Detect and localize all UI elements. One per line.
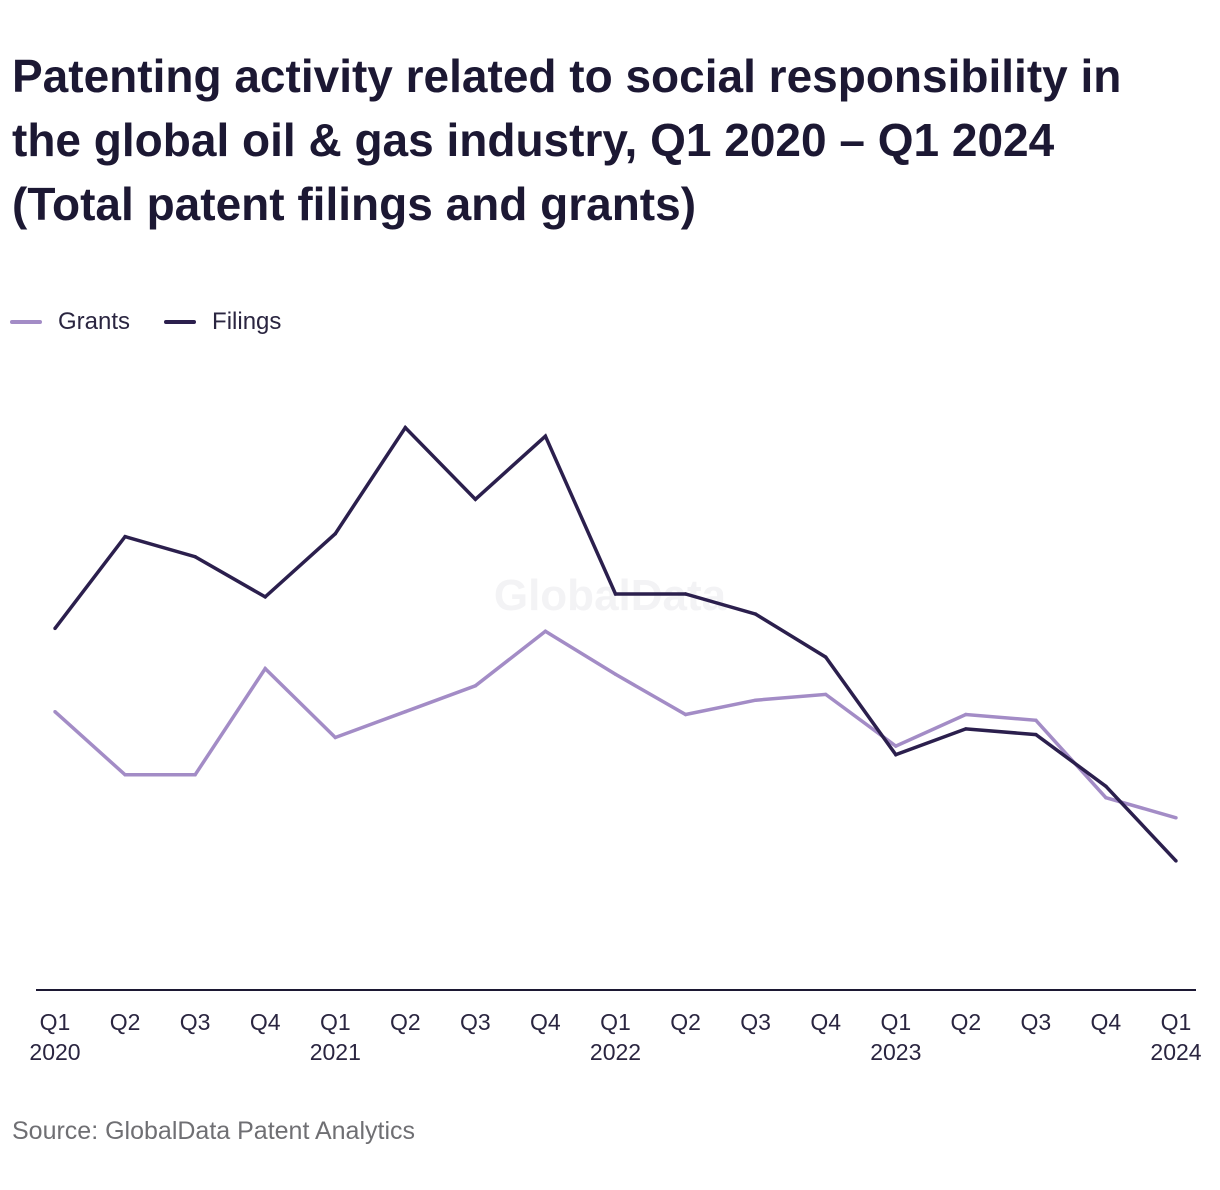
legend-item-grants: Grants [10, 308, 130, 336]
data-point-grants [263, 666, 267, 671]
x-tick-label-quarter: Q3 [460, 1009, 491, 1035]
data-point-grants [683, 712, 688, 717]
data-point-grants [613, 672, 618, 676]
series-layer [53, 424, 1178, 863]
x-tick-label-year: 2020 [29, 1039, 80, 1065]
title-line-1: Patenting activity related to social res… [12, 50, 1122, 102]
data-point-grants [193, 773, 197, 777]
x-tick-label-quarter: Q1 [600, 1009, 631, 1035]
data-point-filings [543, 434, 548, 438]
x-tick-label-year: 2021 [310, 1039, 361, 1065]
data-point-grants [753, 698, 758, 702]
data-point-grants [333, 735, 337, 740]
x-tick-label-quarter: Q3 [180, 1009, 211, 1035]
data-point-grants [403, 710, 407, 714]
data-point-filings [473, 497, 478, 501]
x-tick-label-year: 2022 [590, 1039, 641, 1065]
x-tick-label-quarter: Q1 [880, 1009, 911, 1035]
legend-swatch-grants [10, 320, 42, 324]
data-point-grants [53, 710, 57, 714]
data-point-filings [683, 592, 688, 596]
x-tick-label-quarter: Q4 [1091, 1009, 1122, 1035]
x-tick-label-quarter: Q4 [530, 1009, 561, 1035]
legend-label-grants: Grants [58, 308, 131, 335]
legend-item-filings: Filings [164, 308, 281, 336]
data-point-filings [753, 612, 758, 616]
x-tick-label-quarter: Q2 [390, 1009, 421, 1035]
x-tick-label-quarter: Q1 [1161, 1009, 1192, 1035]
legend-swatch-filings [164, 320, 197, 324]
chart-title: Patenting activity related to social res… [12, 44, 1202, 236]
x-tick-label-quarter: Q1 [40, 1009, 71, 1035]
title-line-2: the global oil & gas industry, Q1 2020 –… [12, 114, 1055, 166]
legend: Grants Filings [10, 306, 315, 338]
x-tick-label-year: 2024 [1150, 1039, 1201, 1065]
data-point-grants [894, 744, 898, 748]
x-tick-label-quarter: Q4 [250, 1009, 281, 1035]
title-line-3: (Total patent filings and grants) [12, 178, 697, 230]
data-point-grants [1034, 718, 1038, 722]
x-tick-label-quarter: Q3 [1021, 1009, 1052, 1035]
data-point-grants [543, 629, 548, 633]
x-tick-label-quarter: Q2 [110, 1009, 141, 1035]
data-point-grants [1104, 796, 1108, 800]
data-point-filings [403, 425, 407, 430]
data-point-grants [824, 692, 828, 697]
x-tick-label-year: 2023 [870, 1039, 921, 1065]
data-point-filings [193, 555, 197, 559]
x-tick-label-quarter: Q4 [810, 1009, 841, 1035]
data-point-grants [473, 684, 478, 688]
legend-label-filings: Filings [212, 308, 282, 335]
data-point-filings [1034, 732, 1038, 737]
x-tick-label-quarter: Q2 [670, 1009, 701, 1035]
data-point-grants [123, 773, 127, 777]
data-point-filings [1104, 784, 1108, 788]
x-axis-ticks: Q1 2020 Q2 Q3 Q4 Q1 2021 Q2 Q3 Q4 Q1 2022 Q2 Q3 Q4 Q1 20… [29, 1009, 1201, 1065]
data-point-filings [613, 592, 618, 596]
data-point-filings [894, 753, 898, 757]
x-tick-label-quarter: Q3 [740, 1009, 771, 1035]
data-point-grants [1174, 816, 1178, 820]
data-point-filings [964, 727, 968, 731]
data-point-filings [824, 655, 828, 659]
data-point-filings [263, 595, 267, 599]
source-note: Source: GlobalData Patent Analytics [12, 1117, 416, 1145]
x-tick-label-quarter: Q1 [320, 1009, 351, 1035]
series-line-grants [53, 629, 1177, 820]
series-line-filings [53, 424, 1178, 863]
data-point-grants [964, 712, 968, 717]
data-point-filings [333, 532, 337, 536]
x-tick-label-quarter: Q2 [950, 1009, 981, 1035]
data-point-filings [123, 534, 127, 539]
data-point-filings [53, 626, 57, 631]
data-point-filings [1174, 859, 1178, 863]
